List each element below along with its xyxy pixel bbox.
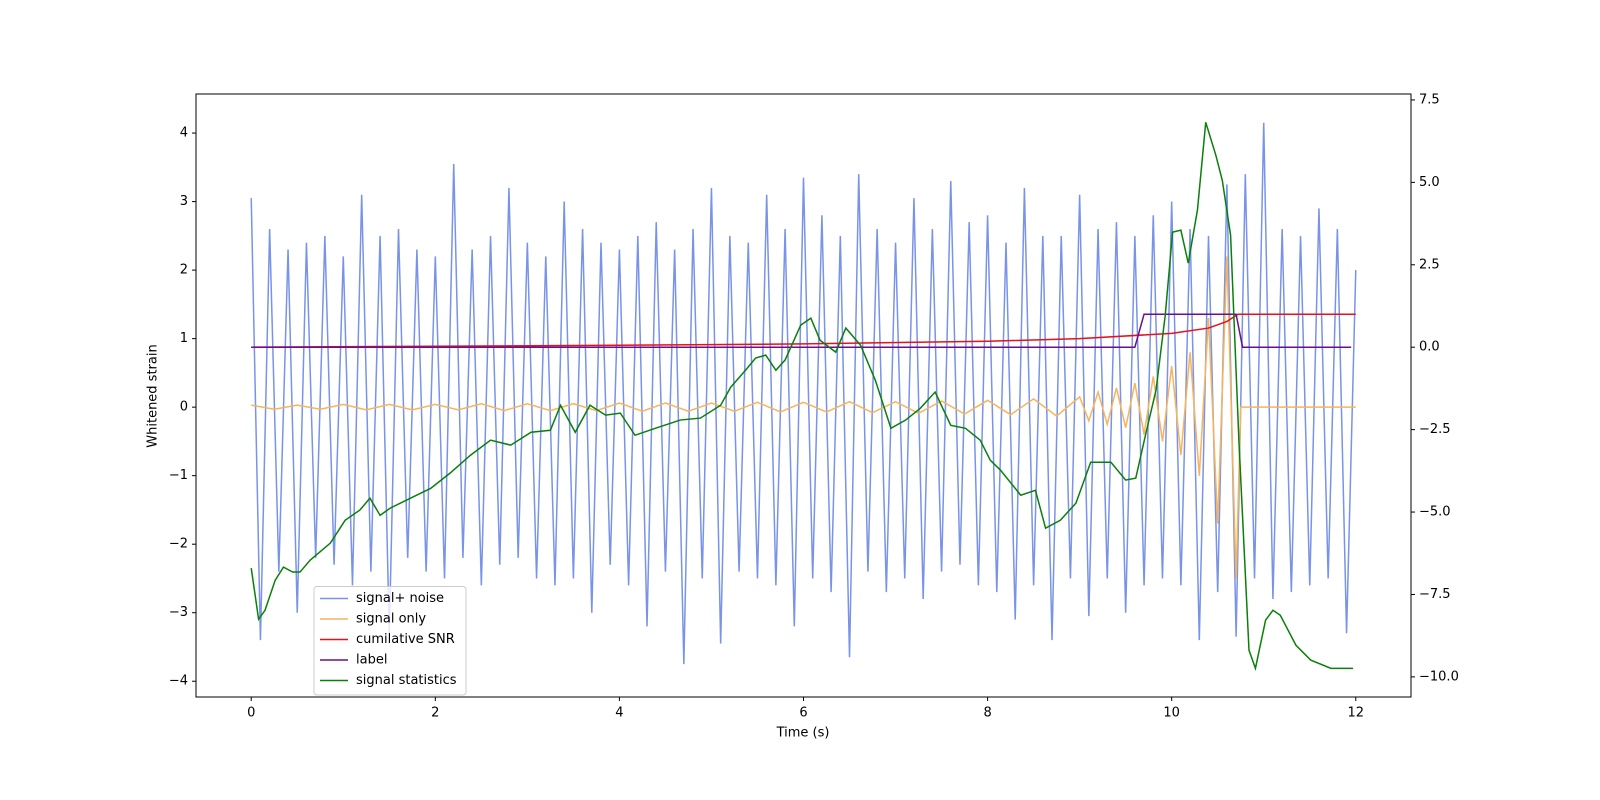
x-tick-label: 10	[1163, 706, 1180, 721]
y2-tick-label: 7.5	[1419, 92, 1440, 107]
y2-tick-label: −2.5	[1419, 422, 1451, 437]
legend-box	[313, 586, 467, 696]
x-tick-label: 6	[799, 706, 807, 721]
legend-label: signal+ noise	[356, 591, 444, 606]
y2-tick-label: −7.5	[1419, 587, 1451, 602]
y-tick-label: 4	[180, 126, 188, 141]
y-tick-label: 2	[180, 263, 188, 278]
legend-label: label	[356, 653, 387, 668]
y2-tick-label: −5.0	[1419, 505, 1451, 520]
y2-tick-label: 0.0	[1419, 340, 1440, 355]
y2-tick-label: 2.5	[1419, 257, 1440, 272]
legend-label: signal statistics	[356, 673, 457, 688]
series-line	[250, 122, 1357, 665]
legend-label: cumilative SNR	[356, 632, 455, 647]
x-axis-label: Time (s)	[776, 726, 830, 741]
y-tick-label: 1	[180, 331, 188, 346]
y-tick-label: −2	[169, 537, 188, 552]
y2-tick-label: −10.0	[1419, 669, 1459, 684]
x-tick-label: 0	[247, 706, 255, 721]
y-tick-label: −3	[169, 605, 188, 620]
series-line	[251, 313, 1352, 348]
x-tick-label: 12	[1347, 706, 1364, 721]
x-tick-label: 2	[431, 706, 439, 721]
y-tick-label: 0	[180, 400, 188, 415]
series-line	[250, 122, 1354, 672]
x-tick-label: 4	[615, 706, 623, 721]
y-tick-label: −4	[169, 674, 188, 689]
y-axis-label: Whitened strain	[146, 344, 161, 447]
y-tick-label: −1	[169, 468, 188, 483]
y2-tick-label: 5.0	[1419, 175, 1440, 190]
legend-label: signal only	[356, 612, 426, 627]
series-line	[251, 313, 1356, 348]
series-line	[251, 256, 1356, 579]
y-tick-label: 3	[180, 194, 188, 209]
x-tick-label: 8	[983, 706, 991, 721]
